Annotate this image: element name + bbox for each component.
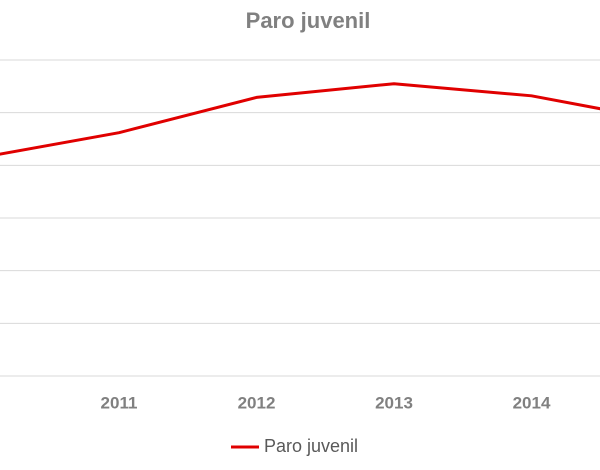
data-line — [0, 82, 600, 156]
x-tick-label: 2012 — [238, 393, 276, 412]
x-tick-label: 2013 — [375, 393, 413, 412]
legend-label: Paro juvenil — [264, 436, 358, 456]
x-tick-label: 2011 — [101, 393, 138, 412]
x-tick-label: 2014 — [513, 393, 551, 412]
chart-title: Paro juvenil — [246, 8, 371, 33]
